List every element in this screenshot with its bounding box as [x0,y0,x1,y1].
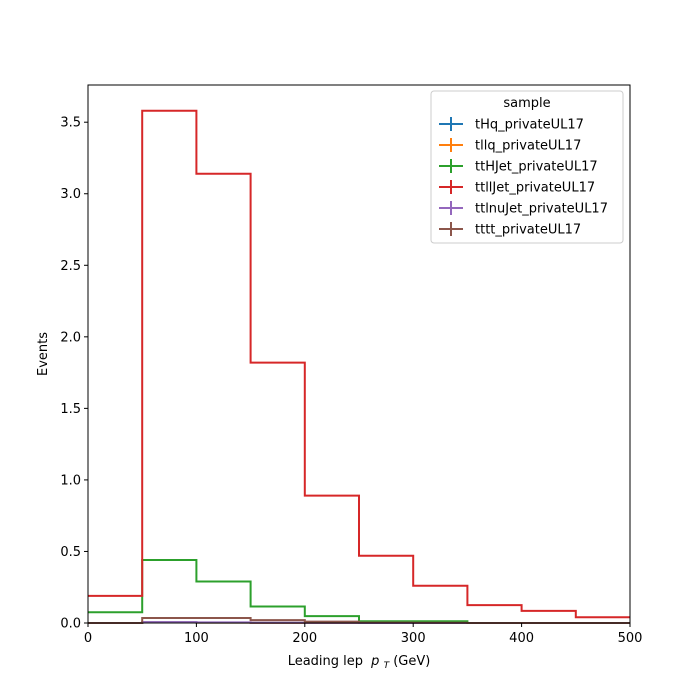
series-line-ttllJet_privateUL17 [88,109,630,619]
y-tick-label: 2.5 [60,259,81,274]
y-tick-label: 0.0 [60,617,81,632]
y-tick-label: 3.5 [60,116,81,131]
legend-label: tllq_privateUL17 [475,139,581,154]
legend-label: tHq_privateUL17 [475,118,584,133]
x-tick-label: 0 [84,631,92,646]
y-tick-label: 1.5 [60,402,81,417]
legend-item: tllq_privateUL17 [439,138,581,154]
legend-title: sample [503,96,550,111]
legend-item: tttt_privateUL17 [439,222,581,238]
legend-item: tHq_privateUL17 [439,117,584,133]
y-tick-label: 2.0 [60,330,81,345]
x-tick-label: 200 [292,631,317,646]
legend-label: tttt_privateUL17 [475,223,581,238]
legend-box [430,90,624,244]
x-axis-label-symbol: p [370,654,379,669]
legend-label: ttHJet_privateUL17 [475,160,598,175]
x-tick-label: 500 [618,631,643,646]
y-tick-label: 3.0 [60,187,81,202]
y-axis-label: Events [36,332,51,376]
x-tick-label: 100 [184,631,209,646]
x-tick-label: 400 [509,631,534,646]
legend-item: ttllJet_privateUL17 [439,180,595,196]
axes-frame [87,84,631,624]
x-axis-label: Leading lep p T (GeV) [288,654,431,672]
legend: sample tHq_privateUL17 tllq_privateUL17tt… [430,90,624,244]
legend-label: ttllJet_privateUL17 [475,181,595,196]
y-tick-label: 1.0 [60,473,81,488]
x-tick-label: 300 [401,631,426,646]
x-axis-label-subscript: T [384,661,391,671]
legend-items: tHq_privateUL17 tllq_privateUL17 ttHJet_pr… [439,117,608,238]
x-axis-label-unit: (GeV) [393,654,430,669]
legend-item: ttlnuJet_privateUL17 [439,201,608,217]
y-tick-label: 0.5 [60,545,81,560]
legend-label: ttlnuJet_privateUL17 [475,202,608,217]
x-axis-label-text: Leading lep [288,654,363,669]
y-axis-ticks: 0.0 0.5 1.0 1.5 2.0 2.5 3.0 3.5 [60,116,88,632]
x-axis-ticks: 0 100 200 300 400 500 [84,623,643,646]
legend-item: ttHJet_privateUL17 [439,159,598,175]
